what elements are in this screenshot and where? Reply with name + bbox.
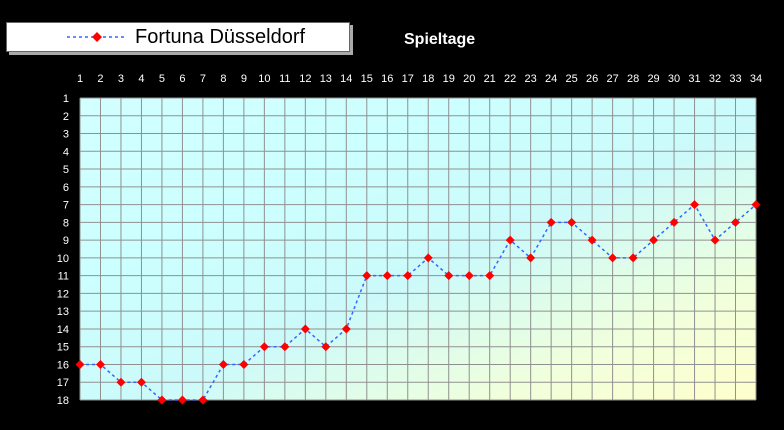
data-point-marker (321, 342, 331, 352)
data-point-marker (116, 377, 126, 387)
data-point-marker (341, 324, 351, 334)
y-tick-label: 10 (57, 253, 69, 265)
x-tick-label: 27 (606, 73, 618, 85)
data-point-marker (751, 200, 761, 210)
x-tick-label: 10 (258, 73, 270, 85)
legend-label: Fortuna Düsseldorf (135, 25, 306, 48)
data-point-marker (218, 359, 228, 369)
data-point-marker (198, 395, 208, 405)
data-point-marker (649, 235, 659, 245)
series-line (80, 203, 757, 401)
x-tick-label: 15 (361, 73, 373, 85)
data-point-marker (362, 271, 372, 281)
x-tick-label: 28 (627, 73, 639, 85)
y-tick-label: 16 (57, 359, 69, 371)
data-point-marker (259, 342, 269, 352)
x-tick-label: 1 (77, 73, 83, 85)
x-tick-label: 11 (279, 73, 290, 85)
data-point-marker (505, 235, 515, 245)
y-tick-label: 11 (58, 271, 69, 283)
data-point-marker (382, 271, 392, 281)
data-point-marker (136, 377, 146, 387)
x-axis-ticks: 1 2 3 4 5 6 7 8 9 10 11 12 13 14 15 16 17 18 19 20 21 22 23 24 2… (77, 73, 762, 85)
y-tick-label: 2 (63, 111, 69, 123)
legend-line-sample (67, 32, 127, 42)
y-tick-label: 5 (63, 164, 69, 176)
y-tick-label: 1 (63, 93, 69, 105)
x-tick-label: 23 (525, 73, 537, 85)
x-tick-label: 2 (97, 73, 103, 85)
data-point-marker (690, 200, 700, 210)
data-point-marker (239, 359, 249, 369)
x-tick-label: 8 (220, 73, 226, 85)
x-tick-label: 4 (138, 73, 144, 85)
data-point-marker (526, 253, 536, 263)
x-tick-label: 21 (484, 73, 496, 85)
x-tick-label: 9 (241, 73, 247, 85)
data-point-marker (608, 253, 618, 263)
y-tick-label: 3 (63, 129, 69, 141)
x-tick-label: 24 (545, 73, 557, 85)
legend-marker (92, 32, 102, 42)
y-tick-label: 9 (63, 235, 69, 247)
x-tick-label: 30 (668, 73, 680, 85)
x-tick-label: 3 (118, 73, 124, 85)
data-point-marker (628, 253, 638, 263)
chart-title: Spieltage (404, 31, 476, 48)
data-point-marker (75, 359, 85, 369)
plot-area (80, 98, 756, 400)
data-point-marker (403, 271, 413, 281)
x-tick-label: 13 (320, 73, 332, 85)
y-tick-label: 4 (63, 146, 69, 158)
grid-lines (79, 97, 757, 401)
x-tick-label: 7 (200, 73, 206, 85)
x-tick-label: 34 (750, 73, 762, 85)
x-tick-label: 22 (504, 73, 516, 85)
data-point-marker (280, 342, 290, 352)
data-point-marker (157, 395, 167, 405)
data-point-marker (485, 271, 495, 281)
legend: Fortuna Düsseldorf (6, 22, 350, 52)
data-point-marker (300, 324, 310, 334)
y-tick-label: 15 (57, 342, 69, 354)
series-markers (75, 200, 761, 405)
data-point-marker (567, 217, 577, 227)
data-point-marker (95, 359, 105, 369)
data-point-marker (177, 395, 187, 405)
x-tick-label: 32 (709, 73, 721, 85)
y-tick-label: 6 (63, 182, 69, 194)
x-tick-label: 18 (422, 73, 434, 85)
y-tick-label: 14 (57, 324, 69, 336)
data-point-marker (444, 271, 454, 281)
data-point-marker (464, 271, 474, 281)
y-tick-label: 12 (57, 288, 69, 300)
y-tick-label: 13 (57, 306, 69, 318)
data-point-marker (587, 235, 597, 245)
y-tick-label: 8 (63, 217, 69, 229)
x-tick-label: 19 (443, 73, 455, 85)
x-tick-label: 12 (299, 73, 311, 85)
data-point-marker (731, 217, 741, 227)
data-point-marker (423, 253, 433, 263)
x-tick-label: 31 (688, 73, 700, 85)
y-tick-label: 17 (57, 377, 69, 389)
x-tick-label: 26 (586, 73, 598, 85)
y-tick-label: 18 (57, 395, 69, 407)
x-tick-label: 29 (647, 73, 659, 85)
x-tick-label: 6 (179, 73, 185, 85)
x-tick-label: 25 (566, 73, 578, 85)
data-point-marker (710, 235, 720, 245)
x-tick-label: 33 (729, 73, 741, 85)
x-tick-label: 5 (159, 73, 165, 85)
data-point-marker (669, 217, 679, 227)
data-point-marker (546, 217, 556, 227)
x-tick-label: 17 (402, 73, 414, 85)
x-tick-label: 16 (381, 73, 393, 85)
x-tick-label: 14 (340, 73, 352, 85)
y-tick-label: 7 (63, 200, 69, 212)
x-tick-label: 20 (463, 73, 475, 85)
